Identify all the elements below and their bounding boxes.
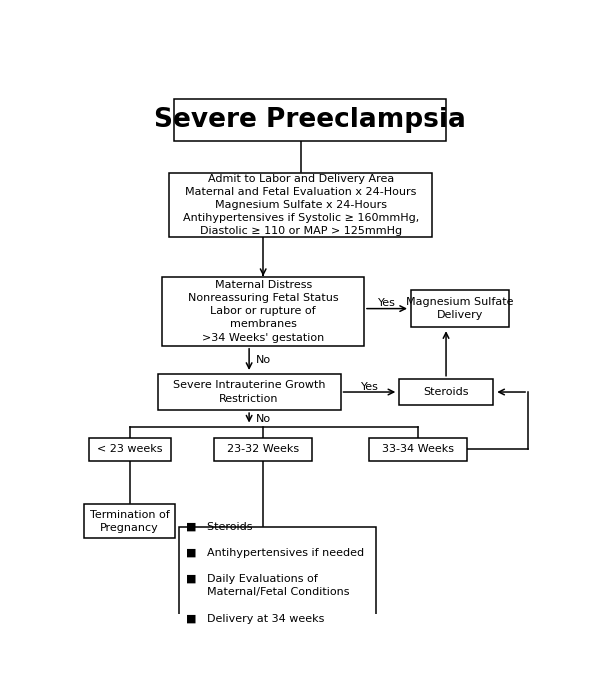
Text: Termination of
Pregnancy: Termination of Pregnancy xyxy=(90,509,169,533)
Text: Admit to Labor and Delivery Area
Maternal and Fetal Evaluation x 24-Hours
Magnes: Admit to Labor and Delivery Area Materna… xyxy=(183,174,419,237)
Text: 33-34 Weeks: 33-34 Weeks xyxy=(382,444,454,455)
Text: No: No xyxy=(256,413,271,424)
FancyBboxPatch shape xyxy=(368,438,467,460)
Text: Steroids: Steroids xyxy=(424,387,469,397)
Text: Severe Preeclampsia: Severe Preeclampsia xyxy=(154,107,466,133)
FancyBboxPatch shape xyxy=(411,290,509,327)
FancyBboxPatch shape xyxy=(84,504,175,538)
Text: Yes: Yes xyxy=(378,298,396,308)
FancyBboxPatch shape xyxy=(169,173,432,237)
FancyBboxPatch shape xyxy=(174,99,446,141)
Text: Maternal Distress
Nonreassuring Fetal Status
Labor or rupture of
membranes
>34 W: Maternal Distress Nonreassuring Fetal St… xyxy=(188,280,338,343)
Text: No: No xyxy=(256,355,271,365)
Text: Magnesium Sulfate
Delivery: Magnesium Sulfate Delivery xyxy=(407,297,514,320)
FancyBboxPatch shape xyxy=(158,374,341,410)
FancyBboxPatch shape xyxy=(88,438,171,460)
Text: ■   Steroids

■   Antihypertensives if needed

■   Daily Evaluations of
      Ma: ■ Steroids ■ Antihypertensives if needed… xyxy=(186,522,364,624)
FancyBboxPatch shape xyxy=(179,527,376,618)
Text: Yes: Yes xyxy=(361,382,379,392)
FancyBboxPatch shape xyxy=(162,277,364,346)
Text: < 23 weeks: < 23 weeks xyxy=(97,444,162,455)
FancyBboxPatch shape xyxy=(399,379,493,405)
FancyBboxPatch shape xyxy=(214,438,312,460)
Text: 23-32 Weeks: 23-32 Weeks xyxy=(227,444,299,455)
Text: Severe Intrauterine Growth
Restriction: Severe Intrauterine Growth Restriction xyxy=(173,380,325,404)
